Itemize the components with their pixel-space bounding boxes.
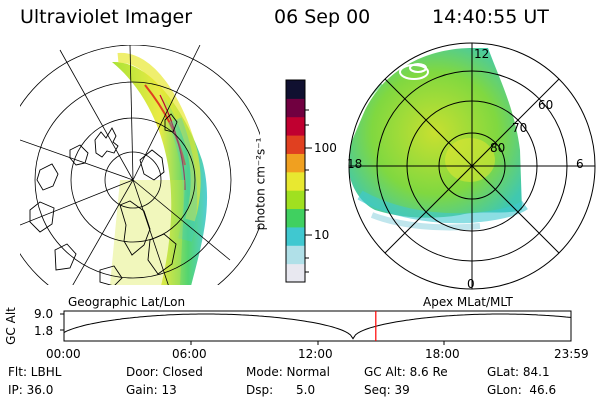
instrument-title: Ultraviolet Imager	[20, 6, 193, 28]
apex-polar-map	[348, 42, 596, 290]
mlt-label-12: 12	[474, 47, 490, 61]
mlat-label-60: 60	[538, 98, 554, 112]
glat-status: GLat: 84.1	[487, 365, 550, 379]
geographic-map	[20, 45, 260, 285]
mlt-label-18: 18	[347, 157, 363, 171]
colorbar-tick-10: 10	[314, 228, 330, 242]
colorbar-tick-100: 100	[314, 141, 337, 155]
geographic-map-label: Geographic Lat/Lon	[68, 295, 186, 309]
orbit-y-tick-max: 9.0	[34, 307, 54, 321]
mlat-label-70: 70	[512, 121, 528, 135]
mode-status: Mode: Normal	[246, 365, 330, 379]
date-label: 06 Sep 00	[274, 6, 371, 28]
apex-map-label: Apex MLat/MLT	[423, 295, 513, 309]
colorbar-unit-label: photon cm⁻²s⁻¹	[253, 137, 268, 231]
orbit-y-tick-min: 1.8	[34, 324, 54, 338]
colorbar-segment	[286, 245, 305, 265]
filter-status: Flt: LBHL	[8, 365, 62, 379]
colorbar-segment	[286, 116, 305, 136]
mlat-label-80: 80	[490, 141, 506, 155]
time-label: 14:40:55 UT	[432, 6, 549, 28]
colorbar-segment	[286, 171, 305, 191]
colorbar-segment	[286, 190, 305, 210]
colorbar-segment	[286, 153, 305, 173]
gain-status: Gain: 13	[126, 383, 177, 397]
ip-status: IP: 36.0	[8, 383, 54, 397]
seq-status: Seq: 39	[364, 383, 410, 397]
orbit-y-axis-label: GC Alt	[3, 307, 18, 345]
orbit-x-tick-0600: 06:00	[172, 347, 207, 361]
gc-alt-status: GC Alt: 8.6 Re	[364, 365, 448, 379]
glon-status: GLon: 46.6	[487, 383, 557, 397]
door-status: Door: Closed	[126, 365, 203, 379]
colorbar-segment	[286, 80, 305, 99]
mlt-label-0: 0	[467, 277, 475, 291]
colorbar-segment	[286, 98, 305, 118]
dsp-status: Dsp: 5.0	[246, 383, 316, 397]
colorbar-segment	[286, 226, 305, 246]
orbit-x-tick-1800: 18:00	[425, 347, 460, 361]
orbit-x-tick-1200: 12:00	[298, 347, 333, 361]
orbit-x-tick-2359: 23:59	[554, 347, 589, 361]
orbit-plot	[60, 310, 572, 345]
colorbar	[285, 79, 312, 283]
colorbar-segment	[286, 208, 305, 228]
colorbar-segment	[286, 263, 305, 283]
mlt-label-6: 6	[576, 157, 584, 171]
orbit-x-tick-0000: 00:00	[46, 347, 81, 361]
colorbar-segment	[286, 135, 305, 154]
